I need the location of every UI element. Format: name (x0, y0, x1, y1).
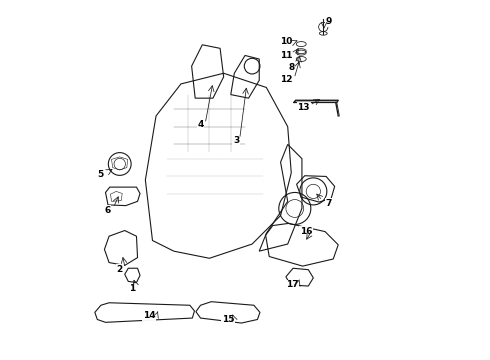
Text: 3: 3 (233, 136, 239, 145)
Text: 2: 2 (117, 265, 123, 274)
Polygon shape (294, 100, 338, 103)
Text: 17: 17 (286, 280, 298, 289)
Text: 12: 12 (280, 75, 292, 84)
Text: 7: 7 (325, 199, 332, 208)
Text: 1: 1 (129, 284, 135, 293)
Text: 10: 10 (280, 37, 292, 46)
Text: 9: 9 (325, 17, 332, 26)
Text: 16: 16 (300, 227, 313, 236)
Text: 14: 14 (143, 311, 155, 320)
Text: 4: 4 (197, 120, 204, 129)
Text: 8: 8 (288, 63, 294, 72)
Text: 6: 6 (104, 206, 110, 215)
Text: 15: 15 (222, 315, 235, 324)
Text: 5: 5 (97, 170, 103, 179)
Text: 11: 11 (280, 51, 292, 60)
Text: 13: 13 (297, 103, 310, 112)
